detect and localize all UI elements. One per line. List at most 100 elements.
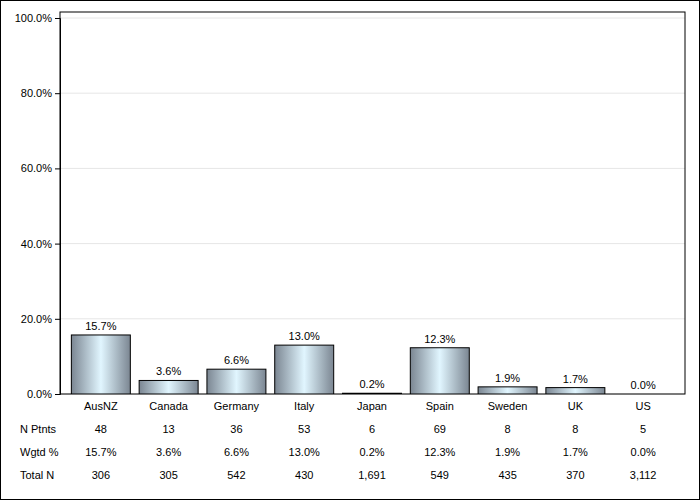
data-label: 12.3% [424, 333, 455, 345]
tick: US [636, 394, 651, 412]
tick: Italy [294, 394, 315, 412]
data-label: 15.7% [85, 320, 116, 332]
data-label: 0.2% [359, 378, 384, 390]
tick-mark [55, 394, 60, 395]
table-cell: 1.7% [563, 446, 588, 458]
table-cell: 13 [163, 423, 175, 435]
tick-label: Italy [294, 400, 315, 412]
row-label: Total N [20, 469, 54, 481]
table-cell: 15.7% [85, 446, 116, 458]
bar [275, 345, 334, 394]
table-cell: 1,691 [358, 469, 386, 481]
grid [60, 18, 685, 394]
tick-label: Japan [357, 400, 387, 412]
data-label: 3.6% [156, 365, 181, 377]
table: N Ptnts 48 13 36 53 6 69 8 8 5 Wgtd % 15.7% 3.6% 6.6%… [20, 423, 657, 481]
tick-mark [55, 18, 60, 19]
table-cell: 12.3% [424, 446, 455, 458]
table-cell: 53 [298, 423, 310, 435]
tick-mark [55, 93, 60, 94]
grid-line [60, 243, 685, 244]
axis-line [55, 19, 61, 395]
tick: 60.0% [21, 162, 60, 174]
bar [207, 369, 266, 394]
grid-line [60, 318, 685, 319]
table-cell: 36 [230, 423, 242, 435]
bar [546, 388, 605, 394]
bar [614, 394, 673, 395]
table-cell: 549 [431, 469, 449, 481]
tick-label: AusNZ [84, 400, 118, 412]
tick-label: UK [568, 400, 584, 412]
grid-line [60, 168, 685, 169]
table-cell: 305 [159, 469, 177, 481]
tick-label: Sweden [488, 400, 528, 412]
tick: 20.0% [21, 313, 60, 325]
tick: Spain [426, 394, 454, 412]
row-label: Wgtd % [20, 446, 59, 458]
table-cell: 8 [572, 423, 578, 435]
tick-label: 20.0% [21, 313, 52, 325]
table-cell: 542 [227, 469, 245, 481]
bar [410, 348, 469, 394]
data-label: 13.0% [289, 330, 320, 342]
tick-label: 40.0% [21, 238, 52, 250]
outer-border [1, 1, 700, 500]
axis-line [71, 394, 675, 395]
chart: 15.7%3.6%6.6%13.0%0.2%12.3%1.9%1.7%0.0%0… [0, 0, 700, 500]
bar [71, 335, 130, 394]
table-cell: 48 [95, 423, 107, 435]
grid-line [60, 93, 685, 94]
tick: Germany [214, 394, 260, 412]
table-cell: 6 [369, 423, 375, 435]
tick-mark [55, 168, 60, 169]
tick: AusNZ [84, 394, 118, 412]
grid-line [60, 18, 685, 19]
table-cell: 0.2% [359, 446, 384, 458]
tick: UK [568, 394, 584, 412]
data-label: 1.7% [563, 373, 588, 385]
tick-label: Canada [149, 400, 188, 412]
tick: 40.0% [21, 238, 60, 250]
tick-label: Spain [426, 400, 454, 412]
tick-mark [55, 244, 60, 245]
table-cell: 69 [434, 423, 446, 435]
tick-label: 60.0% [21, 162, 52, 174]
tick-label: Germany [214, 400, 260, 412]
tick-label: 80.0% [21, 87, 52, 99]
table-cell: 13.0% [289, 446, 320, 458]
data-label: 6.6% [224, 354, 249, 366]
table-cell: 435 [498, 469, 516, 481]
bar [343, 393, 402, 394]
tick-label: 0.0% [27, 388, 52, 400]
y-axis: 0.0% 20.0% 40.0% 60.0% 80.0% 100.0% [15, 12, 61, 400]
table-cell: 3,112 [630, 469, 657, 481]
table-cell: 6.6% [224, 446, 249, 458]
tick: Japan [357, 394, 387, 412]
row-label: N Ptnts [20, 423, 57, 435]
tick: 80.0% [21, 87, 60, 99]
bar [139, 380, 198, 394]
table-cell: 306 [92, 469, 110, 481]
tick: Canada [149, 394, 188, 412]
tick-label: 100.0% [15, 12, 53, 24]
plot-frame [60, 12, 685, 394]
data-labels: 15.7% 3.6% 6.6% 13.0% 0.2% 12.3% 1.9% 1.7% 0.0% [85, 320, 656, 391]
tick-mark [55, 319, 60, 320]
tick-label: US [636, 400, 651, 412]
table-cell: 1.9% [495, 446, 520, 458]
table-cell: 3.6% [156, 446, 181, 458]
x-axis: AusNZ Canada Germany Italy Japan Spain Sweden U… [71, 394, 675, 412]
table-cell: 8 [505, 423, 511, 435]
bar [478, 387, 537, 394]
table-cell: 370 [566, 469, 584, 481]
bars [71, 335, 604, 394]
data-label: 0.0% [631, 379, 656, 391]
table-cell: 0.0% [631, 446, 656, 458]
table-cell: 430 [295, 469, 313, 481]
tick: Sweden [488, 394, 528, 412]
tick: 0.0% [27, 388, 60, 400]
data-label: 1.9% [495, 372, 520, 384]
table-cell: 5 [640, 423, 646, 435]
tick: 100.0% [15, 12, 60, 24]
